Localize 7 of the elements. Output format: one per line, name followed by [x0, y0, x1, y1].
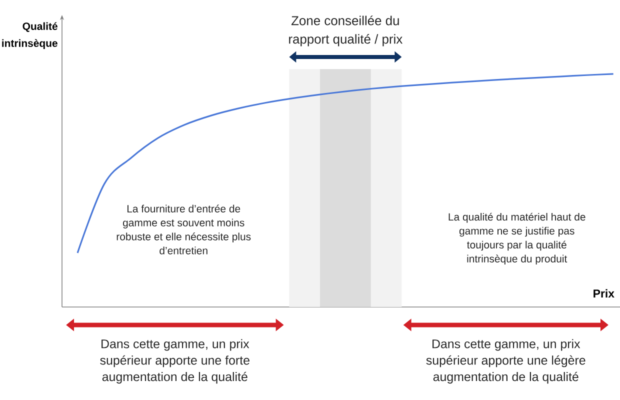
- annotation: La fourniture d’entrée de gamme est souvent moins robuste et elle nécessite plus d’entretien: [116, 204, 251, 254]
- annotation: La qualité du matériel haut de gamme ne se justifie pas toujours par la qualité intrinsèque du produit: [448, 212, 586, 265]
- y-axis-title: Qualité intrinsèque: [2, 22, 58, 49]
- text: Dans cette gamme, un prix supérieur apporte une légère augmentation de la qualité: [426, 339, 586, 384]
- x-axis-title: Prix: [594, 289, 614, 298]
- text: Zone conseillée du rapport qualité / prix: [289, 16, 402, 46]
- text: Dans cette gamme, un prix supérieur apporte une forte augmentation de la qualité: [100, 339, 250, 384]
